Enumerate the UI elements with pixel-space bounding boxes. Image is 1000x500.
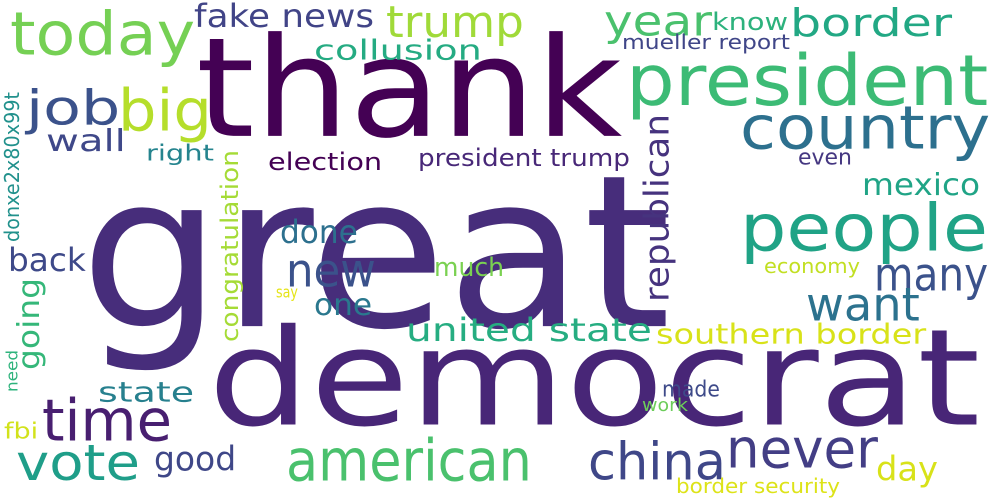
- word-say: say: [276, 282, 298, 302]
- word-work: work: [642, 394, 688, 416]
- word-wall: wall: [46, 123, 126, 159]
- word-want: want: [806, 277, 920, 332]
- word-southern-border: southern border: [656, 317, 927, 351]
- word-never: never: [726, 417, 878, 481]
- word-people: people: [740, 190, 988, 267]
- word-know: know: [712, 7, 789, 36]
- word-american: american: [286, 426, 532, 495]
- word-donxe2x80x99t: donxe2x80x99t: [0, 91, 24, 242]
- word-new: new: [286, 243, 376, 298]
- word-year: year: [604, 0, 713, 46]
- word-mueller-report: mueller report: [622, 30, 790, 54]
- word-democrat: democrat: [208, 299, 981, 457]
- word-trump: trump: [386, 0, 524, 48]
- word-country: country: [740, 92, 991, 163]
- word-united-state: united state: [406, 311, 652, 349]
- word-made: made: [662, 376, 720, 402]
- word-many: many: [874, 247, 989, 302]
- word-done: done: [280, 213, 358, 251]
- word-much: much: [434, 251, 505, 283]
- word-president: president: [626, 39, 989, 122]
- word-big: big: [118, 76, 212, 145]
- word-economy: economy: [764, 254, 860, 278]
- word-fake-news: fake news: [194, 0, 374, 35]
- word-republican: republican: [636, 114, 677, 302]
- word-right: right: [146, 140, 214, 166]
- word-back: back: [8, 241, 86, 279]
- word-even: even: [798, 144, 852, 170]
- word-job: job: [26, 79, 121, 136]
- word-vote: vote: [16, 433, 141, 492]
- word-mexico: mexico: [862, 167, 981, 203]
- word-border: border: [790, 0, 953, 46]
- word-china: china: [588, 431, 726, 493]
- word-state: state: [98, 375, 195, 409]
- word-president-trump: president trump: [418, 143, 630, 172]
- word-day: day: [876, 448, 938, 489]
- word-election: election: [268, 147, 383, 176]
- word-need: need: [2, 350, 22, 392]
- word-good: good: [154, 438, 237, 479]
- word-border-security: border security: [676, 474, 841, 498]
- word-congratulation: congratulation: [215, 150, 244, 342]
- word-time: time: [42, 386, 172, 455]
- word-today: today: [10, 0, 196, 69]
- word-fbi: fbi: [4, 418, 39, 444]
- word-thank: thank: [196, 7, 623, 170]
- word-collusion: collusion: [314, 33, 482, 67]
- word-one: one: [314, 287, 373, 323]
- word-great: great: [80, 128, 671, 377]
